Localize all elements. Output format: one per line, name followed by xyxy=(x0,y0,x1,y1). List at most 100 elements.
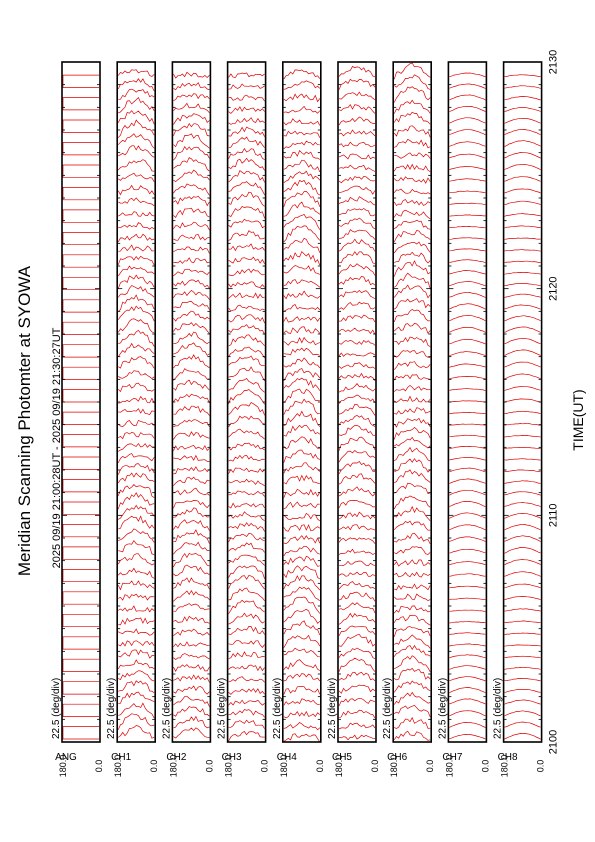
trace-line xyxy=(62,142,99,156)
trace-line xyxy=(449,351,486,357)
trace-line xyxy=(283,191,321,208)
trace-line xyxy=(338,461,376,475)
channel-label: ANG xyxy=(55,752,77,763)
trace-line xyxy=(173,257,210,264)
trace-line xyxy=(504,293,541,298)
trace-line xyxy=(118,329,155,347)
trace-line xyxy=(449,292,486,298)
trace-line xyxy=(393,626,431,638)
trace-line xyxy=(117,463,155,475)
trace-line xyxy=(62,501,99,515)
trace-line xyxy=(504,667,541,670)
trace-line xyxy=(504,632,541,635)
chart-subtitle: 2025 09/19 21:00:28UT - 2025 09/19 21:30… xyxy=(51,327,63,568)
trace-line xyxy=(283,575,321,591)
trace-line xyxy=(228,719,265,729)
trace-line xyxy=(283,347,320,356)
trace-line xyxy=(504,163,541,171)
trace-line xyxy=(449,248,486,252)
trace-line xyxy=(504,655,541,659)
trace-line xyxy=(283,524,320,532)
trace-line xyxy=(117,110,155,125)
trace-line xyxy=(62,164,99,178)
trace-line xyxy=(173,102,210,114)
trace-line xyxy=(449,83,486,89)
trace-line xyxy=(449,94,486,101)
trace-line xyxy=(283,698,320,706)
trace-line xyxy=(283,290,321,300)
trace-line xyxy=(393,417,431,428)
trace-line xyxy=(504,458,541,461)
y-min-label: 0.0 xyxy=(425,760,435,773)
trace-line xyxy=(338,734,376,741)
trace-line xyxy=(283,316,321,323)
trace-line xyxy=(228,511,265,521)
y-max-label: 180.0 xyxy=(113,755,123,778)
trace-line xyxy=(504,559,541,566)
trace-line xyxy=(393,427,431,440)
trace-line xyxy=(394,546,431,555)
trace-line xyxy=(338,141,376,148)
trace-line xyxy=(118,670,155,682)
trace-line xyxy=(393,730,431,741)
trace-line xyxy=(338,208,376,217)
trace-line xyxy=(393,614,431,626)
trace-line xyxy=(228,676,265,683)
trace-line xyxy=(283,586,321,602)
trace-line xyxy=(173,279,210,289)
trace-line xyxy=(283,620,321,636)
trace-line xyxy=(117,567,155,579)
trace-line xyxy=(62,344,99,358)
trace-line xyxy=(173,519,210,531)
trace-line xyxy=(504,282,541,286)
trace-line xyxy=(173,431,210,440)
trace-line xyxy=(449,190,486,194)
trace-line xyxy=(283,357,321,369)
trace-line xyxy=(62,591,99,605)
trace-line xyxy=(173,615,210,624)
trace-line xyxy=(394,458,431,473)
trace-line xyxy=(228,106,265,114)
trace-line xyxy=(228,612,265,625)
trace-line xyxy=(117,659,155,670)
trace-line xyxy=(394,74,431,90)
trace-line xyxy=(338,217,376,230)
trace-line xyxy=(173,641,210,648)
trace-line xyxy=(228,626,265,635)
trace-line xyxy=(283,501,320,510)
trace-line xyxy=(62,613,99,628)
trace-line xyxy=(228,256,265,265)
trace-line xyxy=(393,384,431,392)
trace-line xyxy=(449,129,486,136)
trace-line xyxy=(449,609,486,612)
trace-line xyxy=(228,699,265,706)
trace-line xyxy=(394,533,431,545)
trace-line xyxy=(118,628,155,636)
trace-line xyxy=(504,385,541,391)
trace-line xyxy=(283,336,320,346)
trace-line xyxy=(173,577,210,590)
trace-line xyxy=(228,502,265,509)
trace-line xyxy=(504,423,541,426)
trace-line xyxy=(62,411,99,425)
trace-line xyxy=(117,285,155,298)
trace-line xyxy=(228,542,265,553)
trace-line xyxy=(394,251,431,264)
trace-line xyxy=(173,466,210,475)
trace-line xyxy=(62,569,99,583)
trace-line xyxy=(338,153,376,160)
trace-line xyxy=(393,559,431,567)
trace-line xyxy=(117,483,155,498)
trace-line xyxy=(118,539,155,555)
trace-line xyxy=(62,254,99,268)
trace-line xyxy=(283,634,321,648)
trace-line xyxy=(173,123,210,137)
trace-line xyxy=(62,389,99,403)
trace-line xyxy=(338,612,376,625)
trace-line xyxy=(338,697,376,707)
channel-label: CH2 xyxy=(166,752,186,763)
trace-line xyxy=(228,522,265,532)
trace-line xyxy=(118,702,155,719)
trace-line xyxy=(118,356,155,369)
trace-line xyxy=(338,709,376,719)
